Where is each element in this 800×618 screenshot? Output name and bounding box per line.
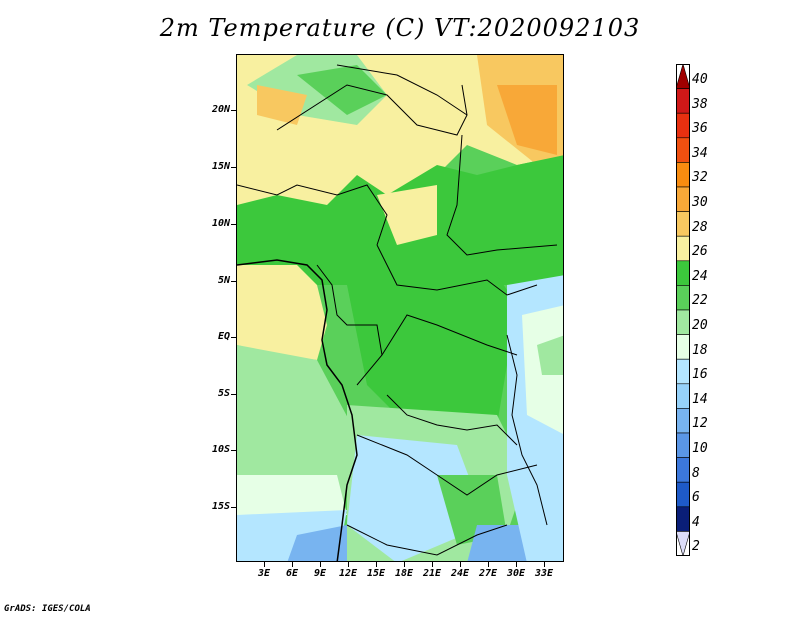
lon-tick-label: 18E xyxy=(394,568,414,579)
lon-tickmark xyxy=(460,562,461,567)
lon-tickmark xyxy=(292,562,293,567)
lon-tick-label: 3E xyxy=(257,568,271,579)
lon-tick-label: 15E xyxy=(366,568,386,579)
field-nw-warm xyxy=(257,85,307,125)
colorbar-label: 20 xyxy=(692,318,708,333)
colorbar-cell xyxy=(676,64,690,89)
lat-tick-label: 10S xyxy=(211,444,230,455)
colorbar-label: 16 xyxy=(692,367,708,383)
colorbar-label: 14 xyxy=(692,391,708,407)
colorbar-cell xyxy=(676,162,690,188)
lat-tick-label: 20N xyxy=(211,104,230,115)
colorbar-cell xyxy=(676,211,690,237)
colorbar-label: 28 xyxy=(692,219,708,235)
colorbar-cell xyxy=(676,260,690,286)
temperature-map xyxy=(236,54,564,562)
field-se-cold xyxy=(467,525,537,561)
lat-tickmark xyxy=(231,281,236,282)
lon-tickmark xyxy=(320,562,321,567)
colorbar-cell xyxy=(676,383,690,409)
colorbar-cell xyxy=(676,481,690,508)
colorbar xyxy=(676,64,690,556)
lon-tickmark xyxy=(488,562,489,567)
colorbar-cell xyxy=(676,408,690,434)
lon-tickmark xyxy=(376,562,377,567)
lon-tickmark xyxy=(432,562,433,567)
lat-tick-label: 5S xyxy=(217,388,230,399)
lon-tickmark xyxy=(404,562,405,567)
lon-tickmark xyxy=(516,562,517,567)
field-sahel-warm xyxy=(377,185,437,245)
colorbar-label: 34 xyxy=(692,145,708,161)
colorbar-label: 22 xyxy=(692,293,708,309)
field-south-cool xyxy=(347,435,487,561)
colorbar-cell xyxy=(676,137,690,163)
lat-tickmark xyxy=(231,450,236,451)
lat-tick-label: EQ xyxy=(217,331,230,342)
lon-tick-label: 33E xyxy=(534,568,554,579)
colorbar-label: 2 xyxy=(692,539,700,555)
lon-tick-label: 9E xyxy=(313,568,327,579)
grads-credit: GrADS: IGES/COLA xyxy=(4,604,91,614)
colorbar-label: 4 xyxy=(692,514,700,530)
colorbar-cell xyxy=(676,88,690,114)
colorbar-cell xyxy=(676,309,690,335)
lon-tick-label: 6E xyxy=(285,568,299,579)
colorbar-cell xyxy=(676,112,690,139)
country-borders xyxy=(237,64,558,556)
colorbar-cell xyxy=(676,457,690,483)
colorbar-label: 8 xyxy=(692,465,700,481)
field-gulf xyxy=(237,265,327,360)
lon-tick-label: 12E xyxy=(338,568,358,579)
colorbar-label: 24 xyxy=(692,268,708,284)
colorbar-label: 6 xyxy=(692,490,700,506)
colorbar-label: 32 xyxy=(692,170,708,186)
lon-tick-label: 30E xyxy=(506,568,526,579)
colorbar-label: 26 xyxy=(692,244,708,260)
lon-tick-label: 24E xyxy=(450,568,470,579)
colorbar-label: 12 xyxy=(692,416,708,432)
field-victoria xyxy=(537,335,563,375)
colorbar-cell xyxy=(676,186,690,212)
lat-tickmark xyxy=(231,394,236,395)
lat-tick-label: 15N xyxy=(211,161,230,172)
field-atlantic-cold xyxy=(287,525,357,561)
field-north-green xyxy=(297,65,387,115)
field-ne-hot xyxy=(497,85,557,155)
lon-tick-label: 27E xyxy=(478,568,498,579)
colorbar-label: 40 xyxy=(692,72,708,87)
colorbar-cell xyxy=(676,334,690,360)
lon-tickmark xyxy=(348,562,349,567)
lat-tickmark xyxy=(231,224,236,225)
map-canvas xyxy=(237,55,563,561)
colorbar-cell xyxy=(676,358,690,385)
lat-tick-label: 10N xyxy=(211,218,230,229)
field-congo xyxy=(347,275,517,435)
map-title: 2m Temperature (C) VT:2020092103 xyxy=(159,14,641,42)
colorbar-cell xyxy=(676,285,690,311)
colorbar-label: 18 xyxy=(692,342,708,358)
colorbar-label: 38 xyxy=(692,96,708,112)
colorbar-label: 30 xyxy=(692,195,708,210)
colorbar-label: 36 xyxy=(692,121,708,137)
lat-tick-label: 15S xyxy=(211,501,230,512)
lat-tickmark xyxy=(231,110,236,111)
lat-tickmark xyxy=(231,167,236,168)
coastline xyxy=(237,259,358,561)
colorbar-cell xyxy=(676,506,690,532)
lon-tick-label: 21E xyxy=(422,568,442,579)
colorbar-cell xyxy=(676,432,690,458)
colorbar-label: 10 xyxy=(692,441,708,456)
lat-tickmark xyxy=(231,507,236,508)
lat-tickmark xyxy=(231,337,236,338)
colorbar-cell xyxy=(676,235,690,262)
colorbar-cell xyxy=(676,531,690,556)
lat-tick-label: 5N xyxy=(217,275,230,286)
colorbar-cells xyxy=(676,64,690,556)
lon-tickmark xyxy=(544,562,545,567)
lon-tickmark xyxy=(264,562,265,567)
